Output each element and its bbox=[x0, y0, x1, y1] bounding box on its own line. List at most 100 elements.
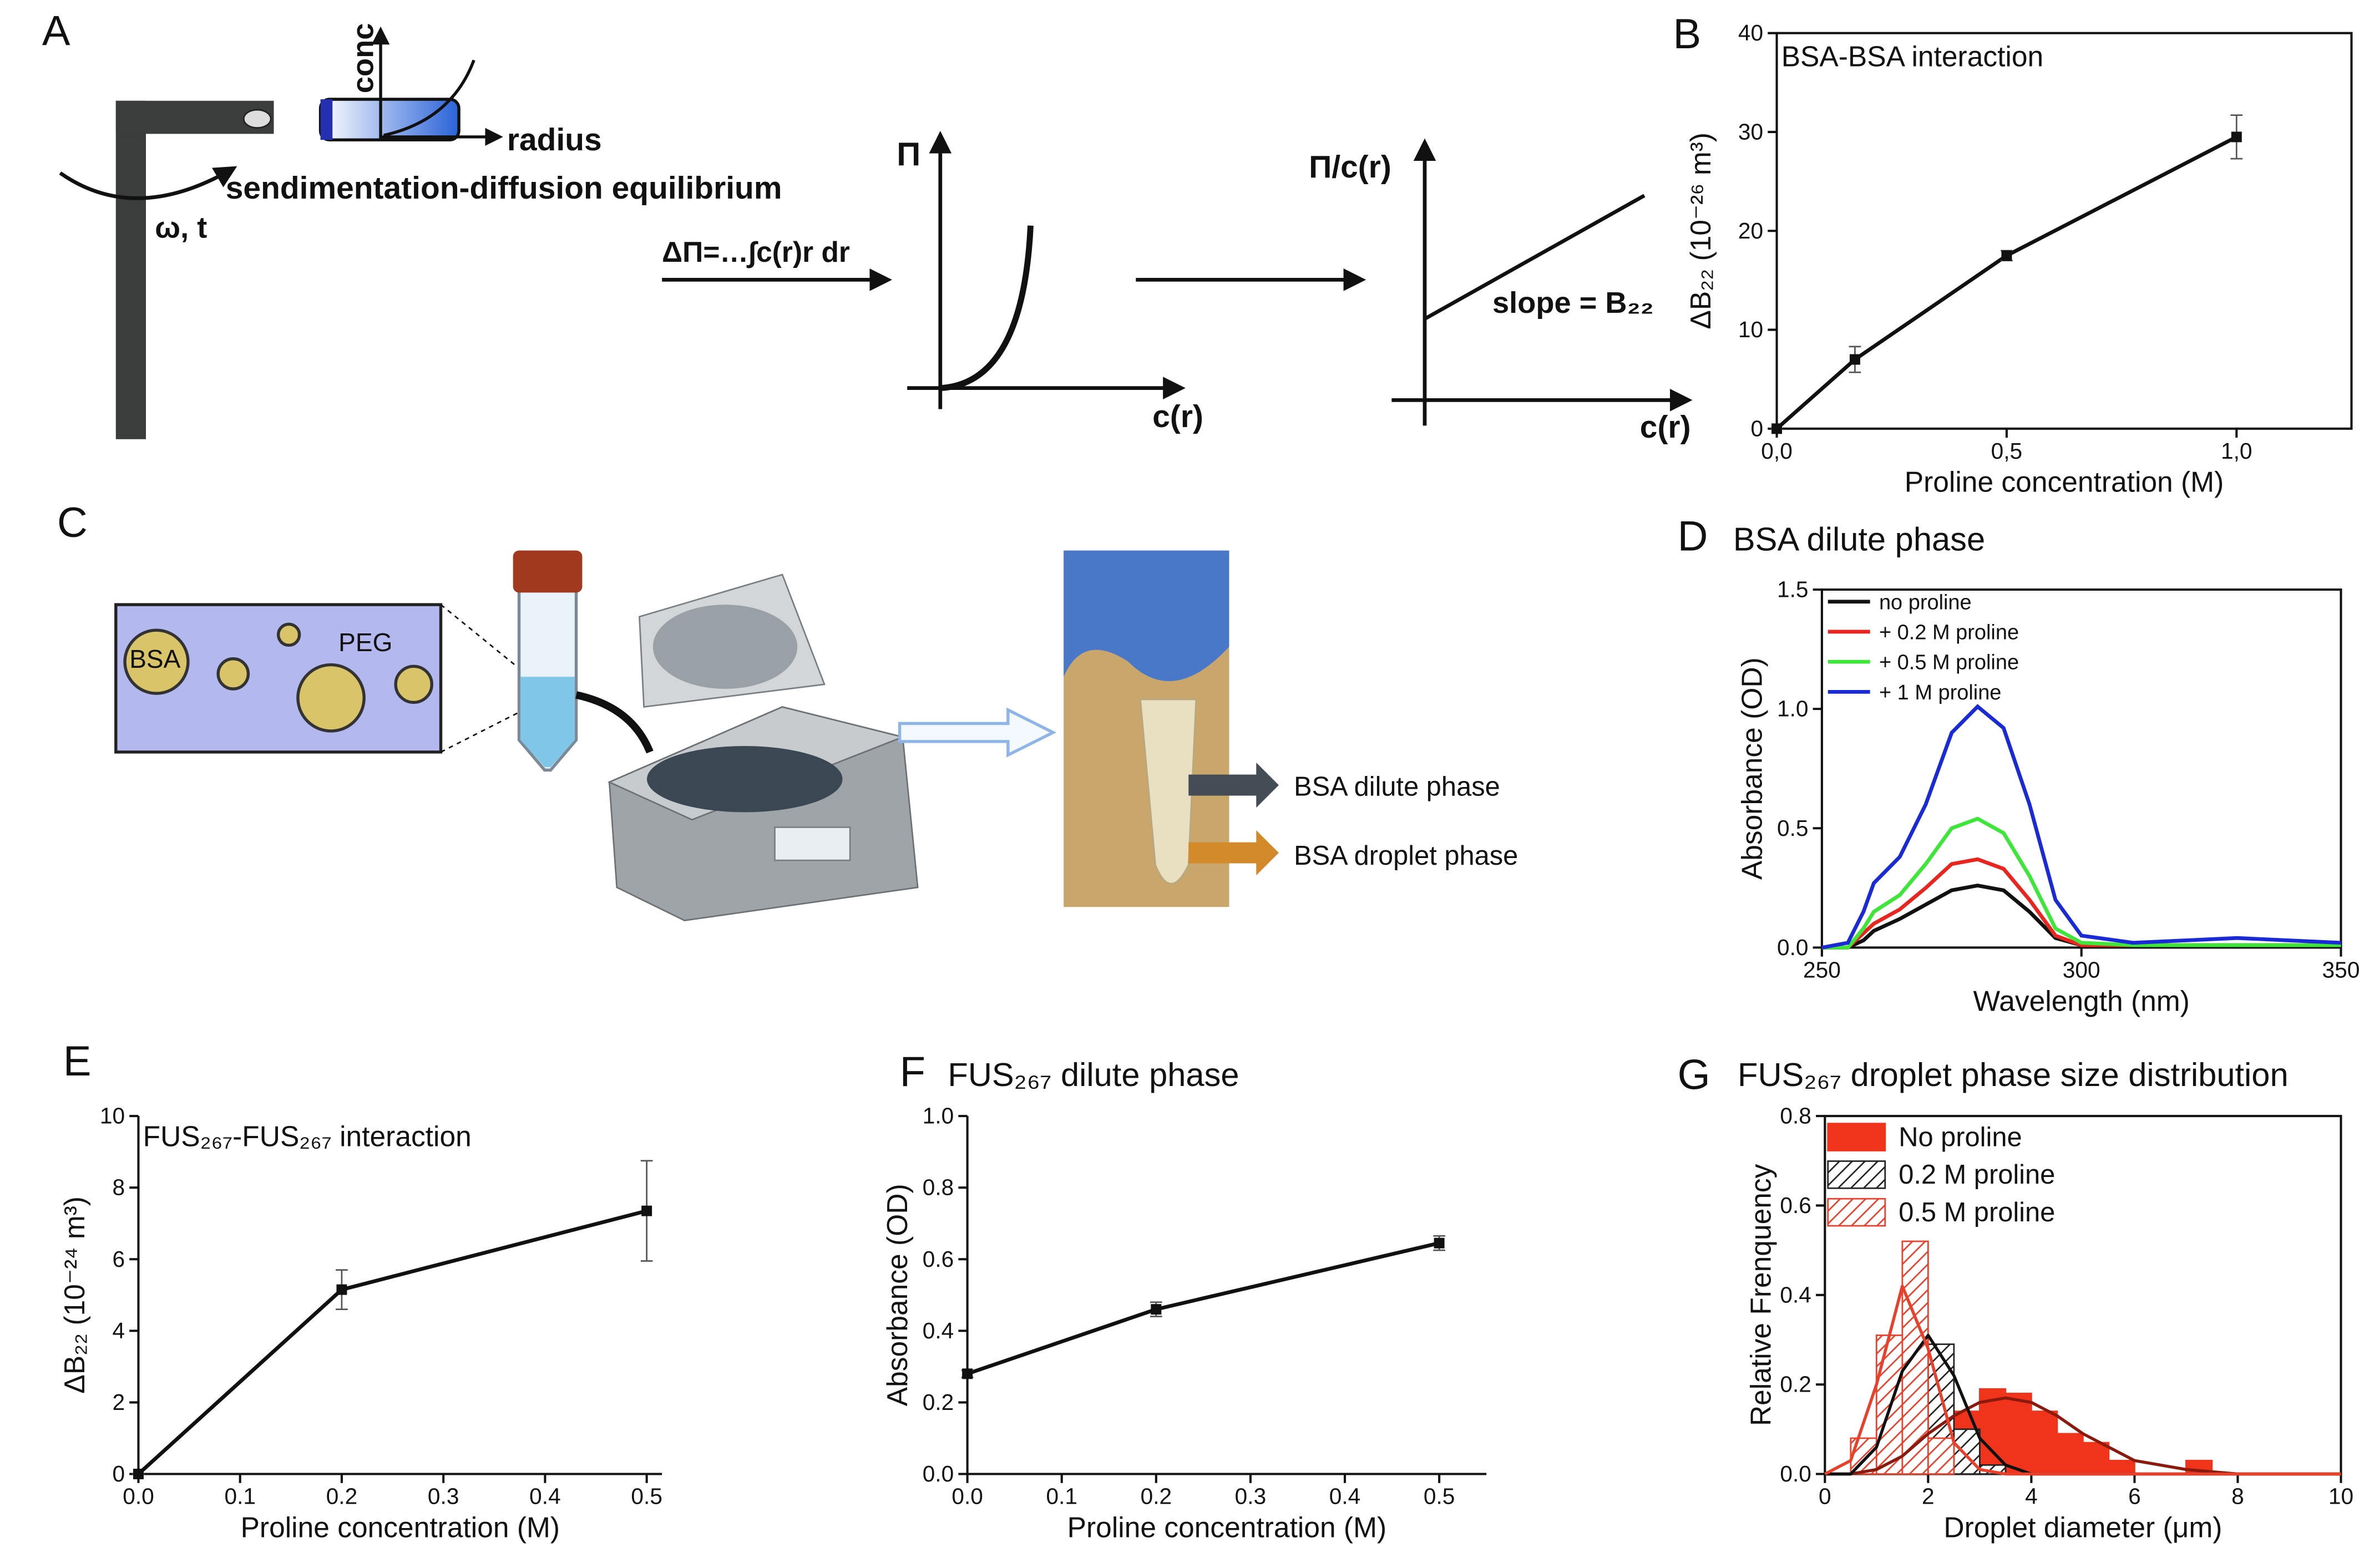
chart-title: BSA dilute phase bbox=[1733, 521, 1985, 558]
data-point bbox=[2001, 250, 2012, 261]
droplet bbox=[296, 663, 366, 733]
chart: FUS₂₆₇ droplet phase size distribution Dr… bbox=[1738, 1056, 2353, 1544]
axis-text: Π bbox=[897, 135, 920, 172]
glove bbox=[1064, 550, 1229, 682]
rotor bbox=[647, 746, 843, 813]
x-axis-label: Proline concentration (M) bbox=[241, 1511, 560, 1543]
data-point bbox=[962, 1368, 973, 1379]
lid-window bbox=[652, 605, 798, 689]
y-tick-label: 10 bbox=[100, 1103, 125, 1129]
chart-title: FUS₂₆₇-FUS₂₆₇ interaction bbox=[143, 1120, 472, 1152]
tube-liquid bbox=[520, 677, 575, 767]
x-tick-label: 8 bbox=[2231, 1484, 2244, 1509]
tube-cap bbox=[513, 550, 583, 593]
y-tick-label: 0.4 bbox=[1780, 1282, 1811, 1307]
y-tick-label: 0.6 bbox=[1780, 1193, 1811, 1218]
fit-curve bbox=[1825, 1396, 2341, 1476]
y-axis-label: Relative Frenquency bbox=[1745, 1164, 1777, 1426]
label: PEG bbox=[338, 628, 392, 657]
x-tick-label: 0.1 bbox=[1046, 1484, 1077, 1509]
y-tick-label: 0.8 bbox=[923, 1175, 954, 1200]
panel-letter: B bbox=[1673, 11, 1701, 58]
legend-swatch bbox=[1827, 1123, 1886, 1151]
legend-label: No proline bbox=[1899, 1122, 2022, 1152]
y-axis-label: ΔB₂₂ (10⁻²⁶ m³) bbox=[1684, 133, 1717, 329]
y-tick-label: 4 bbox=[112, 1318, 125, 1343]
x-axis-label: Proline concentration (M) bbox=[1905, 466, 2224, 498]
legend-label: + 0.5 M proline bbox=[1879, 651, 2019, 674]
histogram-bar bbox=[2004, 1392, 2032, 1475]
x-tick-label: 0.2 bbox=[326, 1484, 358, 1509]
x-tick-label: 0.4 bbox=[529, 1484, 561, 1509]
diagram-c: BSA PEG BSA dilute phase BSA droplet pha… bbox=[114, 550, 1518, 921]
chart: FUS₂₆₇ dilute phase Proline concentration… bbox=[881, 1056, 1487, 1543]
plot-frame bbox=[1775, 32, 2353, 430]
y-tick-label: 0 bbox=[112, 1461, 125, 1486]
data-line bbox=[966, 1241, 1440, 1376]
formula: ΔΠ=…∫c(r)r dr bbox=[662, 236, 850, 268]
chart: BSA-BSA interaction Proline concentration… bbox=[1684, 20, 2353, 498]
x-tick-label: 0.5 bbox=[1424, 1484, 1455, 1509]
y-tick-label: 1.0 bbox=[1777, 696, 1809, 722]
y-tick-label: 2 bbox=[112, 1389, 125, 1415]
label: ω, t bbox=[155, 211, 207, 244]
x-tick-label: 0.5 bbox=[631, 1484, 662, 1509]
y-tick-label: 20 bbox=[1738, 218, 1763, 243]
x-tick-label: 2 bbox=[1922, 1484, 1935, 1509]
droplet bbox=[276, 622, 301, 647]
legend-swatch bbox=[1827, 1160, 1886, 1189]
legend-label: + 1 M proline bbox=[1879, 681, 2001, 704]
x-tick-label: 10 bbox=[2328, 1484, 2353, 1509]
zoom-line bbox=[440, 706, 530, 753]
y-tick-label: 40 bbox=[1738, 20, 1763, 45]
fit-curve bbox=[1824, 1284, 2341, 1476]
diagram-a: conc radius sendimentation-diffusion equ… bbox=[59, 23, 1693, 445]
y-tick-label: 0.0 bbox=[1780, 1461, 1811, 1486]
x-axis-label: Wavelength (nm) bbox=[1973, 985, 2190, 1017]
chart: FUS₂₆₇-FUS₂₆₇ interaction Proline concent… bbox=[58, 1103, 662, 1544]
data-point bbox=[336, 1284, 347, 1295]
axis-text: c(r) bbox=[1640, 409, 1691, 445]
x-axis-label: Proline concentration (M) bbox=[1067, 1511, 1387, 1543]
tube-arrow bbox=[575, 691, 654, 754]
panel-letter: E bbox=[63, 1038, 92, 1085]
x-tick-label: 0.3 bbox=[428, 1484, 459, 1509]
x-tick-label: 4 bbox=[2025, 1484, 2038, 1509]
arrow-droplet bbox=[1188, 830, 1279, 876]
y-tick-label: 1.0 bbox=[923, 1103, 954, 1129]
axis-text: Π/c(r) bbox=[1309, 149, 1391, 185]
plot-frame bbox=[1820, 588, 2342, 949]
data-line bbox=[137, 1209, 647, 1476]
data-line bbox=[1821, 816, 2341, 950]
data-point bbox=[641, 1205, 652, 1216]
cell-end bbox=[320, 99, 333, 140]
x-tick-label: 350 bbox=[2322, 957, 2359, 983]
profile bbox=[383, 59, 475, 137]
label: BSA droplet phase bbox=[1294, 841, 1518, 871]
arrow-dilute bbox=[1188, 762, 1279, 808]
chart-title: FUS₂₆₇ droplet phase size distribution bbox=[1738, 1056, 2289, 1093]
y-tick-label: 0.0 bbox=[1777, 935, 1809, 960]
droplet bbox=[394, 664, 433, 704]
y-tick-label: 0.8 bbox=[1780, 1103, 1811, 1129]
y-tick-label: 0.2 bbox=[1780, 1372, 1811, 1397]
chart: BSA dilute phase Wavelength (nm) Absorbanc… bbox=[1733, 521, 2359, 1017]
y-tick-label: 10 bbox=[1738, 317, 1763, 342]
y-tick-label: 1.5 bbox=[1777, 577, 1809, 602]
legend-swatch bbox=[1827, 1197, 1886, 1227]
x-tick-label: 0 bbox=[1819, 1484, 1831, 1509]
histogram-bar bbox=[2108, 1459, 2135, 1475]
x-tick-label: 0,0 bbox=[1761, 438, 1793, 464]
y-tick-label: 0.6 bbox=[923, 1246, 954, 1272]
x-tick-label: 0,5 bbox=[1991, 438, 2023, 464]
data-line bbox=[1821, 704, 2341, 950]
data-point bbox=[1849, 354, 1860, 365]
label: BSA bbox=[129, 645, 180, 673]
line bbox=[1424, 194, 1646, 321]
y-tick-label: 8 bbox=[112, 1175, 125, 1200]
x-tick-label: 0.1 bbox=[224, 1484, 256, 1509]
x-tick-label: 250 bbox=[1803, 957, 1841, 983]
y-tick-label: 0.2 bbox=[923, 1389, 954, 1415]
data-point bbox=[133, 1469, 144, 1479]
y-tick-label: 0.4 bbox=[923, 1318, 954, 1343]
